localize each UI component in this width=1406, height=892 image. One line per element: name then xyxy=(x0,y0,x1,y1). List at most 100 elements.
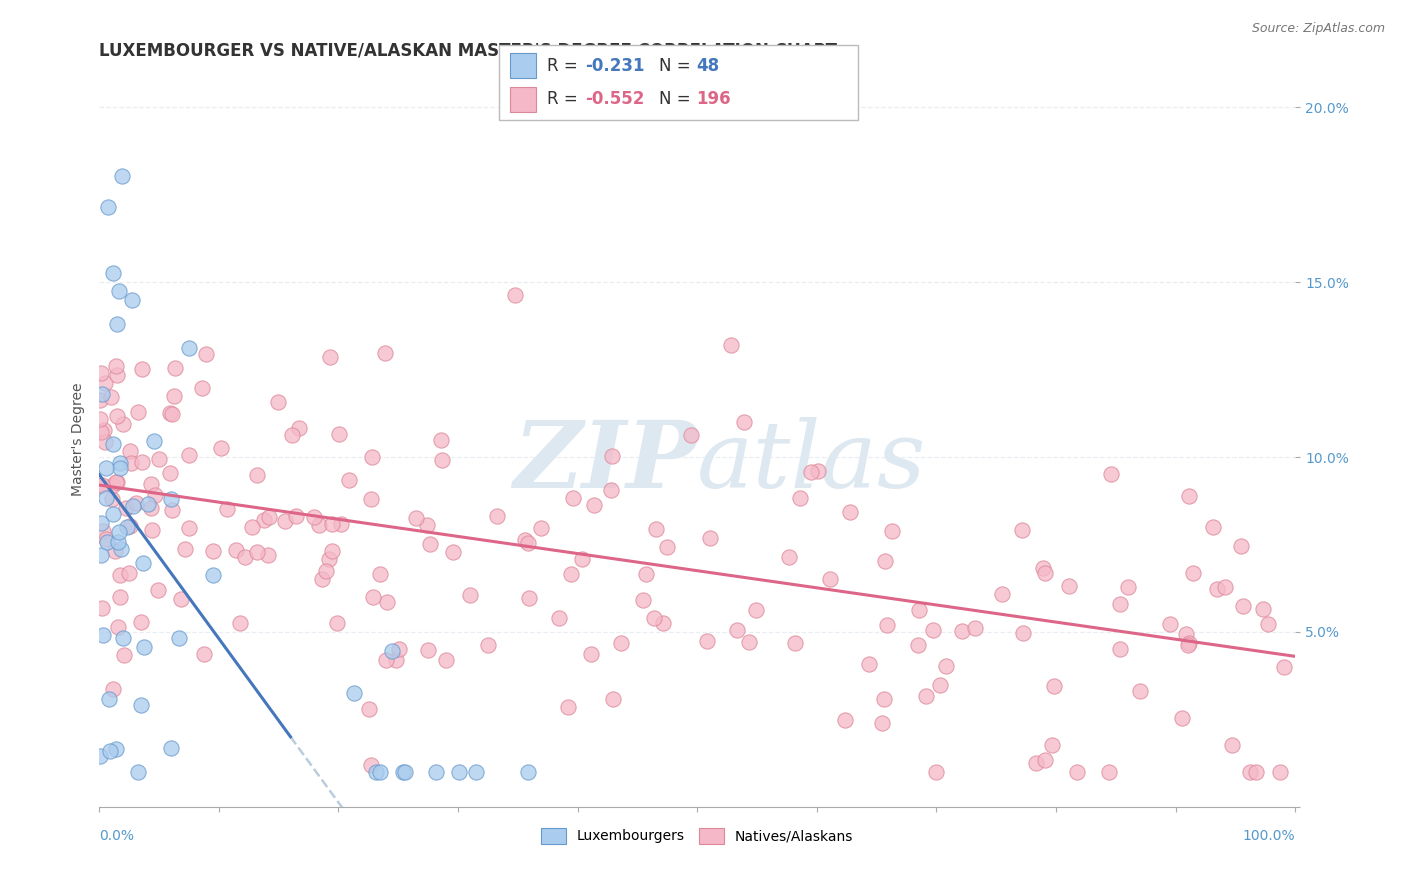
Point xyxy=(1108,641,1130,656)
Point xyxy=(136,497,159,511)
Point xyxy=(91,477,114,491)
Point xyxy=(631,592,654,607)
Point xyxy=(634,567,657,582)
Point xyxy=(90,548,112,562)
Point xyxy=(101,681,124,696)
Point xyxy=(1201,520,1223,534)
Point xyxy=(1239,764,1261,779)
Point xyxy=(644,523,666,537)
Point xyxy=(177,341,200,355)
Text: N =: N = xyxy=(659,90,696,108)
Point xyxy=(288,421,311,435)
Point xyxy=(560,566,582,581)
Point xyxy=(202,544,225,558)
Point xyxy=(143,488,166,502)
Point xyxy=(89,393,111,408)
Point xyxy=(425,764,447,779)
Point xyxy=(142,434,165,449)
Point xyxy=(477,639,499,653)
Point xyxy=(97,200,120,214)
Point xyxy=(1043,679,1066,693)
Point xyxy=(132,556,155,570)
Point xyxy=(115,520,138,534)
Point xyxy=(253,513,276,527)
Point xyxy=(652,615,675,630)
Point xyxy=(430,433,453,447)
Point xyxy=(1251,602,1274,616)
Point xyxy=(360,758,382,772)
Text: 196: 196 xyxy=(696,90,731,108)
Point xyxy=(337,473,360,487)
Point xyxy=(311,572,333,586)
Point xyxy=(1270,764,1292,779)
Point xyxy=(561,491,583,505)
Point xyxy=(876,617,898,632)
Point xyxy=(108,284,131,298)
Point xyxy=(103,507,125,521)
Point xyxy=(1109,597,1132,611)
Text: 48: 48 xyxy=(696,57,718,75)
Point xyxy=(90,387,112,401)
Point xyxy=(105,317,128,331)
Point xyxy=(112,417,135,431)
Point xyxy=(90,516,112,530)
Point xyxy=(118,566,141,580)
Point xyxy=(100,390,122,404)
Point xyxy=(441,545,464,559)
Point xyxy=(600,483,623,497)
Point xyxy=(517,591,540,606)
Point xyxy=(1032,561,1054,575)
Point xyxy=(873,554,896,568)
Point xyxy=(104,359,127,373)
Point xyxy=(416,643,439,657)
Point xyxy=(318,551,340,566)
Text: LUXEMBOURGER VS NATIVE/ALASKAN MASTER'S DEGREE CORRELATION CHART: LUXEMBOURGER VS NATIVE/ALASKAN MASTER'S … xyxy=(100,42,837,60)
Point xyxy=(127,764,149,779)
Point xyxy=(105,742,128,756)
Point xyxy=(370,764,392,779)
Point xyxy=(1012,625,1035,640)
Point xyxy=(107,534,129,549)
Point xyxy=(1229,539,1251,553)
Point xyxy=(1011,524,1033,538)
Point xyxy=(643,611,665,625)
Point xyxy=(516,536,538,550)
Point xyxy=(202,567,225,582)
Point xyxy=(785,636,807,650)
Point xyxy=(343,686,366,700)
Text: 100.0%: 100.0% xyxy=(1243,829,1295,843)
Point xyxy=(870,716,893,731)
Point xyxy=(118,444,141,458)
Point xyxy=(111,631,134,645)
Point xyxy=(107,619,129,633)
Point xyxy=(179,448,201,462)
Point xyxy=(513,533,536,547)
Point xyxy=(107,525,129,540)
Point xyxy=(280,428,302,442)
Point xyxy=(319,351,342,365)
Point xyxy=(91,524,114,538)
Point xyxy=(657,540,679,554)
Point xyxy=(737,635,759,649)
Point xyxy=(602,692,624,706)
Point xyxy=(1177,638,1199,652)
Point xyxy=(778,550,800,565)
Point xyxy=(922,623,945,637)
Point xyxy=(1178,489,1201,503)
Point xyxy=(405,511,427,525)
Point xyxy=(141,477,163,491)
Text: -0.231: -0.231 xyxy=(585,57,644,75)
Point xyxy=(131,362,153,376)
Point xyxy=(127,404,149,418)
Point xyxy=(160,741,183,756)
Point xyxy=(581,647,603,661)
Point xyxy=(326,616,349,631)
Point xyxy=(165,361,187,376)
Point xyxy=(101,437,124,451)
Point xyxy=(699,532,721,546)
Point xyxy=(1174,626,1197,640)
Point xyxy=(838,505,860,519)
Point xyxy=(120,519,142,533)
Point xyxy=(233,550,256,565)
Point xyxy=(129,615,152,629)
